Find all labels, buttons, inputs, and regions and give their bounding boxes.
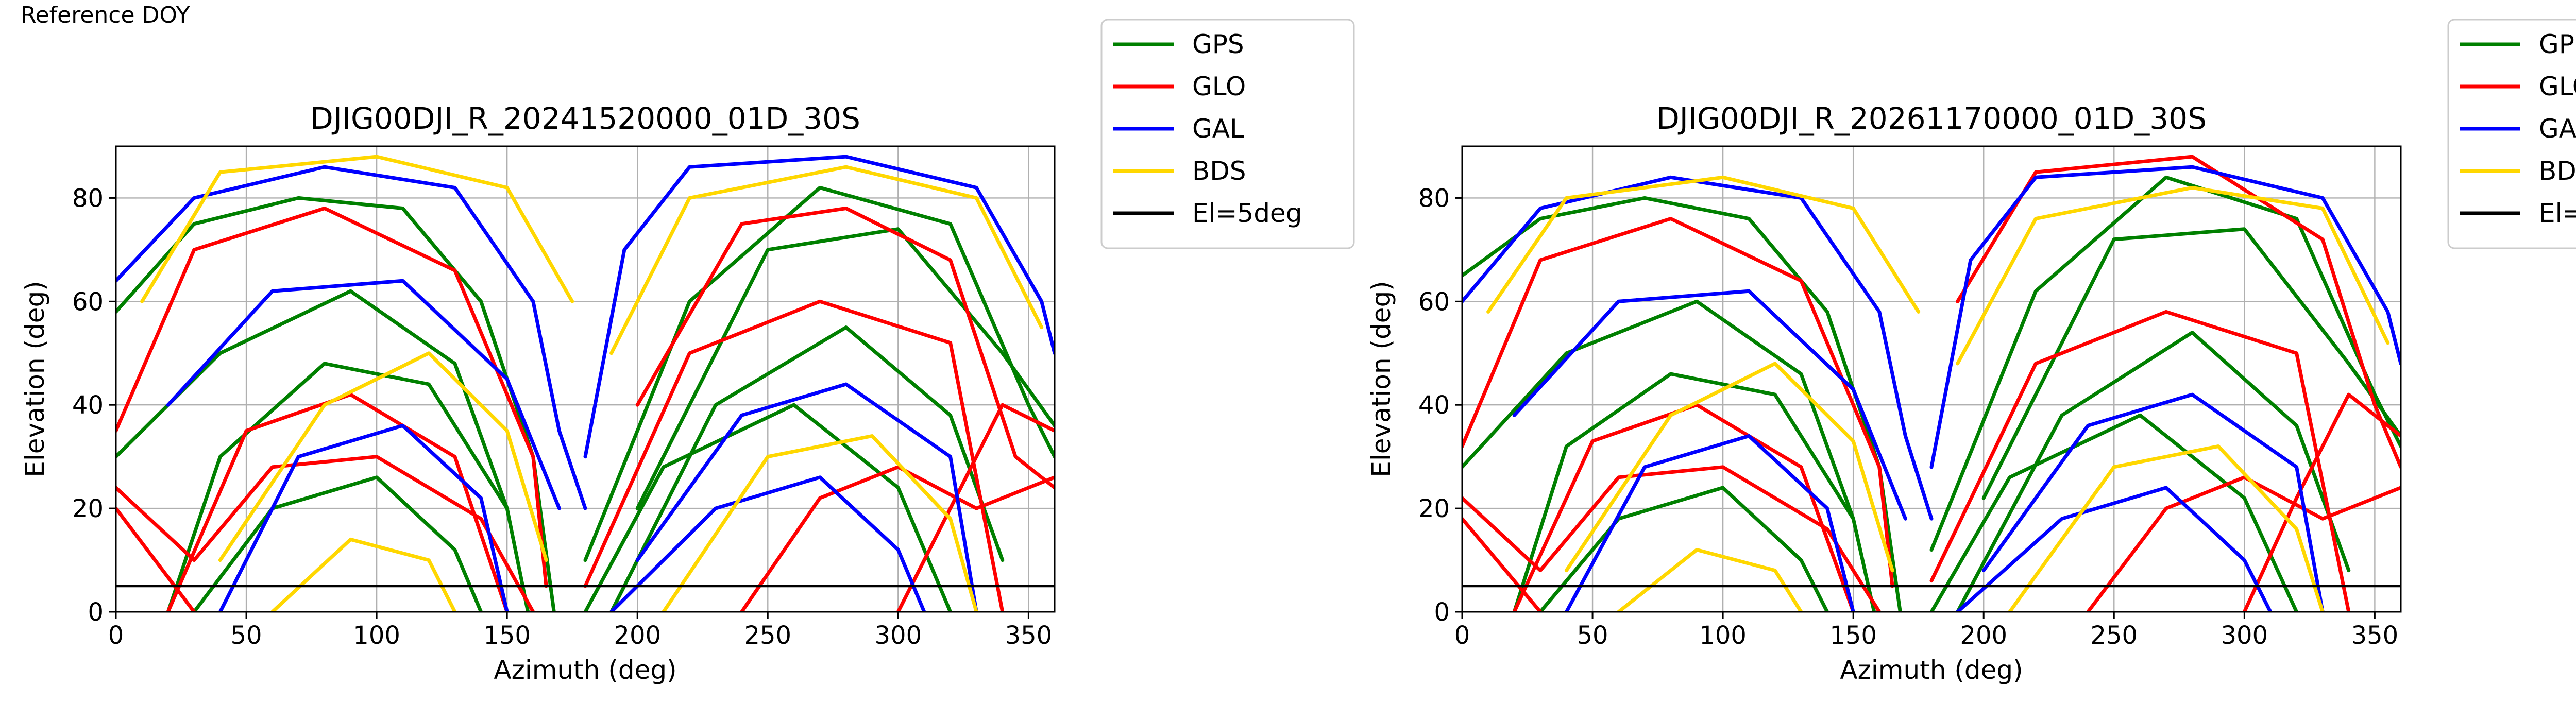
series-bds-track-5	[1617, 548, 1803, 612]
y-tick-label: 40	[1418, 391, 1450, 420]
legend-label: El=5deg	[2539, 198, 2576, 228]
x-tick-label: 300	[2221, 621, 2268, 650]
series-gps-track-4	[1956, 331, 2351, 612]
legend-label: BDS	[1192, 156, 1246, 186]
x-tick-label: 50	[1577, 621, 1608, 650]
y-tick-label: 40	[72, 391, 104, 420]
legend-label: El=5deg	[1192, 198, 1302, 228]
series-glo-track-7	[2242, 392, 2401, 612]
series-gal-track-4	[1981, 392, 2325, 612]
series-gps-track-8	[583, 403, 953, 612]
series-glo-track-1	[1462, 217, 1894, 588]
figure-suptitle: Reference DOY	[21, 2, 190, 28]
legend-label: GAL	[1192, 114, 1244, 144]
series-gal-track-1	[116, 165, 587, 510]
x-tick-label: 100	[1699, 621, 1747, 650]
series-glo-track-2	[1512, 403, 1855, 612]
series-glo-track-7	[896, 403, 1055, 612]
series-gps-track-4	[609, 325, 1005, 612]
legend-label: GAL	[2539, 114, 2576, 144]
series-gal-track-3	[1564, 434, 1855, 612]
series-bds-track-3	[218, 351, 548, 562]
y-tick-label: 60	[72, 287, 104, 316]
series-gal-track-5	[166, 279, 561, 510]
series-glo-track-5	[635, 207, 1055, 490]
series-bds-track-2	[1956, 185, 2390, 366]
series-gal-track-3	[218, 423, 509, 612]
y-tick-label: 80	[72, 184, 104, 213]
series-gal-track-6	[1956, 486, 2273, 612]
x-tick-label: 100	[353, 621, 400, 650]
series-gal-track-5	[1512, 289, 1907, 521]
series-gal-track-2	[583, 155, 1055, 459]
x-tick-label: 250	[744, 621, 791, 650]
y-tick-label: 20	[72, 494, 104, 523]
axes-frame	[115, 145, 1056, 613]
series-glo-track-4	[583, 299, 1005, 612]
y-tick-label: 80	[1418, 184, 1450, 213]
x-tick-label: 0	[108, 621, 124, 650]
series-gps-track-2	[166, 362, 530, 612]
x-axis-label: Azimuth (deg)	[1840, 655, 2023, 685]
legend: GPS GLO GAL BDS El=5deg	[2447, 19, 2576, 249]
x-tick-label: 0	[1454, 621, 1470, 650]
y-tick-label: 60	[1418, 287, 1450, 316]
x-tick-label: 350	[1005, 621, 1053, 650]
series-gal-track-6	[609, 475, 926, 612]
series-gps-track-8	[1929, 413, 2299, 612]
series-gps-track-6	[1538, 486, 1829, 612]
series-bds-track-2	[609, 165, 1044, 355]
x-tick-label: 250	[2090, 621, 2138, 650]
x-tick-label: 300	[875, 621, 922, 650]
series-gal-track-2	[1929, 165, 2401, 469]
series-gal-track-1	[1462, 175, 1934, 521]
series-gal-track-4	[635, 382, 978, 612]
x-tick-label: 350	[2351, 621, 2399, 650]
chart-panel-2: 0 50 100 150 200 250 300 350 0 20 40 60 80 DJIG00DJI_…	[1366, 19, 2576, 685]
legend-box	[1100, 19, 1355, 249]
x-axis-label: Azimuth (deg)	[494, 655, 676, 685]
axes-frame	[1461, 145, 2402, 613]
series-gps-track-7	[635, 227, 1055, 510]
legend-box	[2447, 19, 2576, 249]
x-tick-label: 200	[1960, 621, 2007, 650]
series-glo-track-1	[116, 207, 548, 588]
y-axis-label: Elevation (deg)	[20, 281, 50, 477]
legend-label: GLO	[2539, 72, 2576, 101]
series-gps-track-5	[1462, 299, 1855, 521]
legend: GPS GLO GAL BDS El=5deg	[1100, 19, 1355, 249]
series-glo-track-2	[166, 392, 509, 612]
series-gps-track-7	[1981, 227, 2401, 500]
y-tick-label: 0	[88, 598, 104, 627]
series-glo-track-6	[2086, 475, 2401, 612]
series-bds-track-3	[1564, 362, 1894, 573]
series-gps-track-6	[192, 475, 483, 612]
y-axis-label: Elevation (deg)	[1366, 281, 1396, 477]
chart-title: DJIG00DJI_R_20241520000_01D_30S	[310, 101, 860, 136]
series-glo-track-8	[116, 506, 196, 612]
y-tick-label: 20	[1418, 494, 1450, 523]
series-bds-track-1	[1486, 175, 1921, 314]
legend-label: GPS	[2539, 29, 2576, 59]
x-tick-label: 150	[1829, 621, 1877, 650]
series-bds-track-1	[140, 155, 574, 303]
legend-label: BDS	[2539, 156, 2576, 186]
legend-label: GLO	[1192, 72, 1246, 101]
legend-label: GPS	[1192, 29, 1244, 59]
y-tick-label: 0	[1434, 598, 1450, 627]
series-gps-track-2	[1512, 372, 1876, 612]
series-glo-track-4	[1929, 310, 2351, 612]
x-tick-label: 50	[231, 621, 262, 650]
series-bds-track-4	[662, 434, 978, 612]
series-bds-track-5	[270, 537, 457, 612]
chart-panel-1: 0 50 100 150 200 250 300 350 0 20 40 60 80 DJIG00DJI_…	[20, 19, 1355, 685]
x-tick-label: 150	[483, 621, 531, 650]
series-glo-track-8	[1462, 517, 1543, 612]
x-tick-label: 200	[614, 621, 661, 650]
series-bds-track-4	[2008, 444, 2325, 612]
chart-title: DJIG00DJI_R_20261170000_01D_30S	[1656, 101, 2207, 136]
series-glo-track-6	[740, 465, 1055, 612]
